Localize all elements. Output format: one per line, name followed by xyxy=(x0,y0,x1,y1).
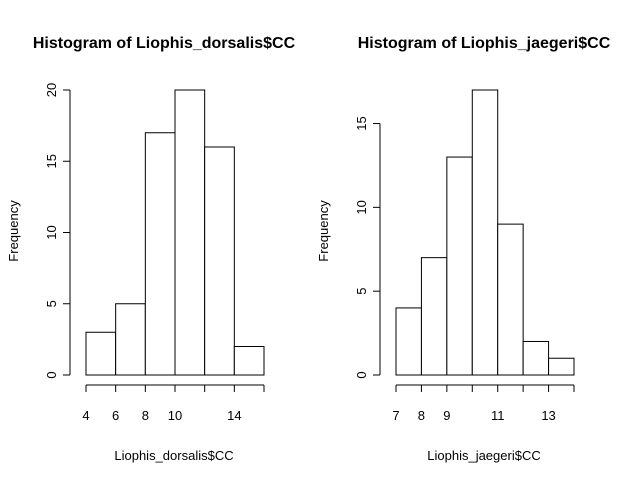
histogram-bar xyxy=(204,146,235,376)
histogram-bar xyxy=(446,156,473,376)
x-tick-label: 11 xyxy=(491,408,505,423)
y-tick-label: 5 xyxy=(354,288,369,295)
chart-title: Histogram of Liophis_jaegeri$CC xyxy=(358,35,611,52)
y-axis-label: Frequency xyxy=(316,200,331,262)
y-axis: 0 5 10 15 20 xyxy=(44,83,71,379)
x-tick-label: 7 xyxy=(392,408,399,423)
chart-title: Histogram of Liophis_dorsalis$CC xyxy=(33,35,296,52)
x-tick-label: 4 xyxy=(82,408,89,423)
histogram-bar xyxy=(115,303,146,376)
histogram-bar xyxy=(471,89,499,376)
y-axis: 0 5 10 15 xyxy=(354,116,381,379)
x-tick-label: 8 xyxy=(418,408,425,423)
histogram-bar xyxy=(497,223,524,376)
histogram-bar xyxy=(548,357,575,376)
x-axis: 7 8 9 11 13 xyxy=(392,384,575,423)
x-axis-label: Liophis_jaegeri$CC xyxy=(427,448,540,463)
bars xyxy=(85,89,265,376)
histogram-bar xyxy=(233,346,265,376)
x-axis: 4 6 8 10 14 xyxy=(82,384,265,423)
histogram-panel-jaegeri: Histogram of Liophis_jaegeri$CC 0 5 10 15 7… xyxy=(316,35,611,463)
y-tick-label: 10 xyxy=(354,200,369,214)
x-tick-label: 10 xyxy=(168,408,182,423)
y-tick-label: 0 xyxy=(354,371,369,378)
y-tick-label: 5 xyxy=(44,300,59,307)
x-tick-label: 14 xyxy=(227,408,241,423)
histogram-panel-dorsalis: Histogram of Liophis_dorsalis$CC 0 5 10 15 2… xyxy=(6,35,296,463)
y-tick-label: 10 xyxy=(44,225,59,239)
histogram-bar xyxy=(85,331,117,376)
x-tick-label: 6 xyxy=(112,408,119,423)
y-tick-label: 0 xyxy=(44,371,59,378)
y-tick-label: 15 xyxy=(354,116,369,130)
y-tick-label: 20 xyxy=(44,83,59,97)
histogram-bar xyxy=(174,89,206,376)
histogram-bar xyxy=(420,257,448,376)
y-tick-label: 15 xyxy=(44,154,59,168)
histogram-bar xyxy=(395,307,422,376)
y-axis-label: Frequency xyxy=(6,200,21,262)
bars xyxy=(395,89,575,376)
x-axis-label: Liophis_dorsalis$CC xyxy=(114,448,233,463)
x-tick-label: 8 xyxy=(142,408,149,423)
histogram-bar xyxy=(144,132,176,376)
x-tick-label: 9 xyxy=(443,408,450,423)
histogram-bar xyxy=(522,340,550,376)
x-tick-label: 13 xyxy=(541,408,555,423)
